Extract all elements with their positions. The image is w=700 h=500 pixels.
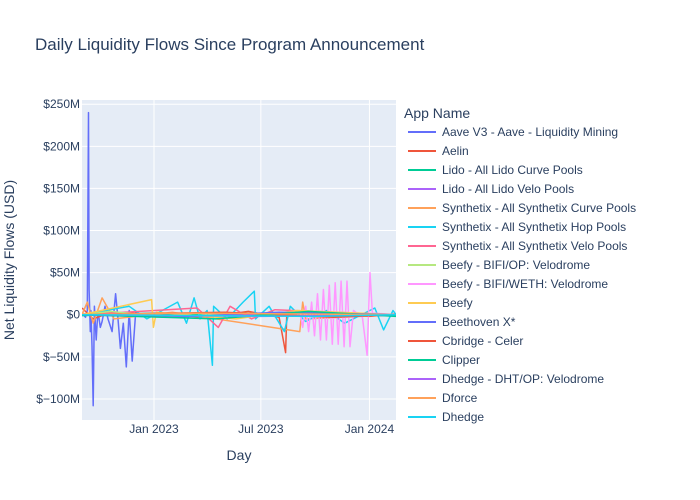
x-tick-label: Jan 2024 bbox=[345, 422, 395, 436]
legend-item[interactable]: Beefy bbox=[408, 296, 473, 310]
legend-item[interactable]: Synthetix - All Synthetix Hop Pools bbox=[408, 220, 626, 234]
x-axis-title: Day bbox=[227, 447, 252, 463]
legend-item[interactable]: Synthetix - All Synthetix Curve Pools bbox=[408, 201, 636, 215]
legend-label: Beethoven X* bbox=[442, 315, 516, 329]
y-axis-ticks: $250M $200M $150M $100M $50M $0 $−50M $−100M bbox=[36, 97, 80, 406]
legend-item[interactable]: Lido - All Lido Curve Pools bbox=[408, 163, 583, 177]
y-tick-label: $−100M bbox=[36, 392, 80, 406]
legend-label: Beefy bbox=[442, 296, 473, 310]
legend-label: Dhedge - DHT/OP: Velodrome bbox=[442, 372, 604, 386]
y-tick-label: $50M bbox=[50, 266, 80, 280]
y-tick-label: $150M bbox=[43, 181, 80, 195]
x-tick-label: Jul 2023 bbox=[238, 422, 284, 436]
legend-label: Synthetix - All Synthetix Hop Pools bbox=[442, 220, 626, 234]
legend-item[interactable]: Aave V3 - Aave - Liquidity Mining bbox=[408, 125, 618, 139]
series-line-8[interactable] bbox=[296, 271, 396, 356]
series-line-14[interactable] bbox=[82, 312, 396, 316]
y-axis-title: Net Liquidity Flows (USD) bbox=[1, 180, 17, 340]
legend-label: Dhedge bbox=[442, 410, 484, 424]
plot-background bbox=[82, 100, 396, 420]
legend-label: Synthetix - All Synthetix Curve Pools bbox=[442, 201, 636, 215]
series-line-15[interactable] bbox=[82, 313, 396, 318]
legend-title: App Name bbox=[404, 105, 470, 121]
legend-item[interactable]: Dforce bbox=[408, 391, 478, 405]
legend[interactable]: App Name Aave V3 - Aave - Liquidity Mini… bbox=[404, 105, 636, 424]
legend-label: Beefy - BIFI/WETH: Velodrome bbox=[442, 277, 608, 291]
y-tick-label: $250M bbox=[43, 97, 80, 111]
chart-title: Daily Liquidity Flows Since Program Anno… bbox=[35, 35, 425, 54]
series-line-5[interactable] bbox=[82, 290, 396, 367]
legend-item[interactable]: Clipper bbox=[408, 353, 480, 367]
legend-label: Dforce bbox=[442, 391, 478, 405]
y-tick-label: $−50M bbox=[43, 350, 80, 364]
legend-label: Clipper bbox=[442, 353, 480, 367]
legend-label: Synthetix - All Synthetix Velo Pools bbox=[442, 239, 627, 253]
legend-label: Lido - All Lido Curve Pools bbox=[442, 163, 583, 177]
series-line-9[interactable] bbox=[82, 298, 396, 329]
legend-item[interactable]: Lido - All Lido Velo Pools bbox=[408, 182, 574, 196]
series-lines bbox=[82, 111, 396, 407]
legend-item[interactable]: Dhedge - DHT/OP: Velodrome bbox=[408, 372, 604, 386]
legend-item[interactable]: Dhedge bbox=[408, 410, 484, 424]
series-line-6[interactable] bbox=[82, 305, 396, 329]
legend-item[interactable]: Beefy - BIFI/OP: Velodrome bbox=[408, 258, 590, 272]
legend-label: Beefy - BIFI/OP: Velodrome bbox=[442, 258, 590, 272]
legend-item[interactable]: Cbridge - Celer bbox=[408, 334, 523, 348]
x-axis-ticks: Jan 2023 Jul 2023 Jan 2024 bbox=[129, 422, 394, 436]
legend-label: Lido - All Lido Velo Pools bbox=[442, 182, 574, 196]
legend-item[interactable]: Aelin bbox=[408, 144, 469, 158]
legend-label: Cbridge - Celer bbox=[442, 334, 523, 348]
x-tick-label: Jan 2023 bbox=[129, 422, 179, 436]
legend-item[interactable]: Beefy - BIFI/WETH: Velodrome bbox=[408, 277, 608, 291]
legend-item[interactable]: Synthetix - All Synthetix Velo Pools bbox=[408, 239, 627, 253]
legend-label: Aelin bbox=[442, 144, 469, 158]
y-tick-label: $0 bbox=[67, 308, 81, 322]
y-tick-label: $200M bbox=[43, 139, 80, 153]
legend-item[interactable]: Beethoven X* bbox=[408, 315, 516, 329]
legend-label: Aave V3 - Aave - Liquidity Mining bbox=[442, 125, 618, 139]
y-tick-label: $100M bbox=[43, 224, 80, 238]
